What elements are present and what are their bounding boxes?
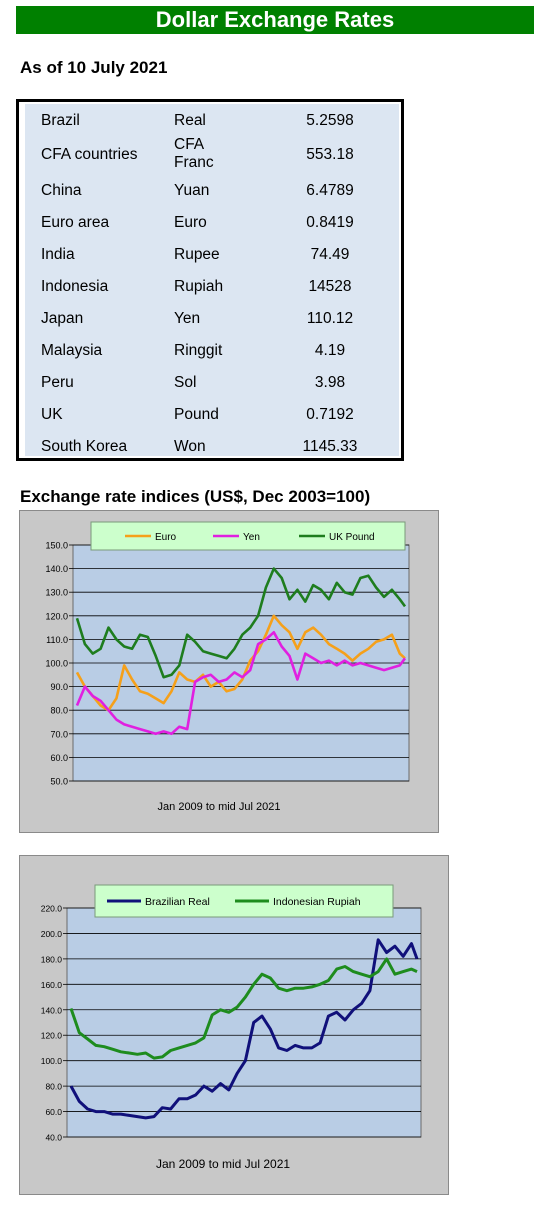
rate-value: 3.98 bbox=[314, 374, 346, 391]
rate-value: 74.49 bbox=[310, 246, 350, 263]
chart1-svg: 50.0 60.0 70.0 80.0 90.0 100.0 110.0 120.0 130.0… bbox=[19, 510, 439, 833]
rate-country: India bbox=[41, 246, 75, 263]
as-of-date: As of 10 July 2021 bbox=[20, 58, 168, 77]
rate-currency: Real bbox=[174, 112, 206, 129]
rate-country: Japan bbox=[41, 310, 84, 327]
exchange-rate-table-body: Brazil Real 5.2598 CFA countries CFA Franc 55… bbox=[25, 104, 399, 456]
y-tick-label: 40.0 bbox=[45, 1133, 62, 1143]
plot-area bbox=[66, 907, 422, 1138]
y-tick-label: 100.0 bbox=[45, 659, 68, 669]
chart-indices-real-rupiah: 40.0 60.0 80.0 100.0 120.0 140.0 160.0 180.0 200… bbox=[19, 855, 449, 1200]
rate-value: 0.8419 bbox=[306, 214, 354, 231]
series-line-indonesian-rupiah bbox=[69, 957, 418, 1060]
rate-value: 1145.33 bbox=[302, 438, 358, 455]
rate-country: Brazil bbox=[41, 112, 80, 129]
rate-country: China bbox=[41, 182, 82, 199]
rate-currency: Rupiah bbox=[174, 278, 224, 295]
indices-section-title: Exchange rate indices (US$, Dec 2003=100… bbox=[20, 487, 371, 506]
rate-country: Malaysia bbox=[41, 342, 103, 359]
page-title-banner: Dollar Exchange Rates bbox=[16, 6, 534, 34]
rate-country: Indonesia bbox=[41, 278, 109, 295]
series-line-euro bbox=[75, 614, 406, 712]
y-tick-label: 220.0 bbox=[41, 904, 63, 914]
y-tick-label: 80.0 bbox=[45, 1082, 62, 1092]
chart2-svg: 40.0 60.0 80.0 100.0 120.0 140.0 160.0 180.0 200… bbox=[19, 855, 449, 1195]
y-tick-label: 130.0 bbox=[45, 588, 68, 598]
legend-label: Yen bbox=[243, 532, 260, 543]
rate-currency: Pound bbox=[174, 406, 219, 423]
legend-label: Indonesian Rupiah bbox=[273, 896, 361, 908]
rate-country: Euro area bbox=[41, 214, 110, 231]
rate-currency: Sol bbox=[174, 374, 197, 391]
rate-value: 110.12 bbox=[306, 310, 354, 327]
rate-country: Peru bbox=[41, 374, 74, 391]
series-line-brazilian-real bbox=[69, 938, 419, 1120]
rate-value: 6.4789 bbox=[306, 182, 354, 199]
rate-currency: Yen bbox=[174, 310, 201, 327]
y-tick-label: 140.0 bbox=[45, 564, 68, 574]
rate-value: 553.18 bbox=[306, 146, 354, 163]
rate-currency: Rupee bbox=[174, 246, 220, 263]
rate-currency: Won bbox=[174, 438, 206, 455]
rate-country: UK bbox=[41, 406, 63, 423]
y-tick-label: 100.0 bbox=[41, 1056, 63, 1066]
legend-label: Brazilian Real bbox=[145, 896, 210, 908]
y-tick-label: 50.0 bbox=[50, 777, 68, 787]
y-tick-label: 90.0 bbox=[50, 682, 68, 692]
y-tick-label: 120.0 bbox=[45, 611, 68, 621]
page-title: Dollar Exchange Rates bbox=[155, 7, 395, 32]
x-axis-label: Jan 2009 to mid Jul 2021 bbox=[156, 1157, 290, 1171]
y-tick-label: 80.0 bbox=[50, 706, 68, 716]
y-tick-label: 70.0 bbox=[50, 729, 68, 739]
x-axis-label: Jan 2009 to mid Jul 2021 bbox=[158, 801, 281, 813]
y-tick-label: 140.0 bbox=[41, 1005, 63, 1015]
rate-currency: Yuan bbox=[174, 182, 210, 199]
chart-indices-euro-yen-pound: 50.0 60.0 70.0 80.0 90.0 100.0 110.0 120.0 130.0… bbox=[19, 510, 439, 838]
rate-currency: Euro bbox=[174, 214, 207, 231]
legend-label: Euro bbox=[155, 532, 177, 543]
y-tick-label: 60.0 bbox=[50, 753, 68, 763]
rate-country: South Korea bbox=[41, 438, 128, 455]
y-tick-label: 160.0 bbox=[41, 980, 63, 990]
y-tick-label: 180.0 bbox=[41, 954, 63, 964]
rate-value: 5.2598 bbox=[306, 112, 354, 129]
rate-country: CFA countries bbox=[41, 146, 138, 163]
exchange-rate-table: Brazil Real 5.2598 CFA countries CFA Franc 55… bbox=[16, 99, 404, 461]
y-tick-label: 150.0 bbox=[45, 541, 68, 551]
series-line-yen bbox=[75, 631, 407, 736]
rate-value: 4.19 bbox=[314, 342, 346, 359]
series-line-uk-pound bbox=[75, 567, 407, 679]
rate-value: 0.7192 bbox=[306, 406, 354, 423]
y-tick-label: 200.0 bbox=[41, 929, 63, 939]
y-tick-label: 110.0 bbox=[46, 635, 68, 645]
rate-currency: CFA Franc bbox=[174, 136, 214, 171]
y-tick-label: 120.0 bbox=[41, 1031, 63, 1041]
y-tick-label: 60.0 bbox=[45, 1107, 62, 1117]
legend-label: UK Pound bbox=[329, 532, 375, 543]
rate-currency: Ringgit bbox=[174, 342, 223, 359]
rate-value: 14528 bbox=[308, 278, 352, 295]
